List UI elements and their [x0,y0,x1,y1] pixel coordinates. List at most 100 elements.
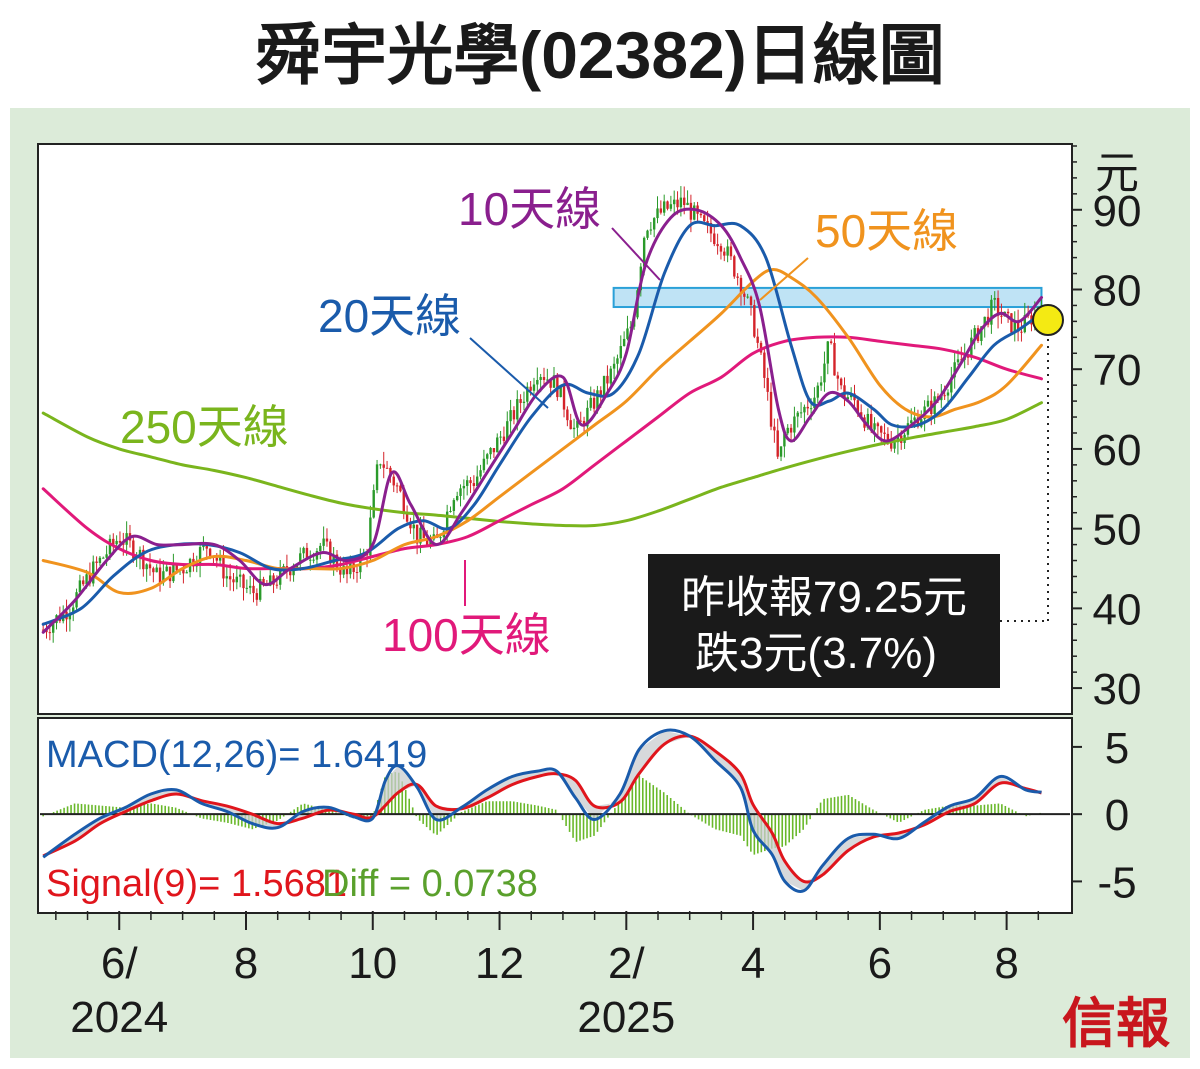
candlestick [662,194,666,216]
price-y-tick-label: 40 [1093,585,1142,634]
brand-logo: 信報 [1062,994,1170,1054]
x-tick-label: 8 [994,939,1018,988]
candlestick [816,382,819,404]
candlestick [115,535,118,548]
candlestick [145,563,148,582]
candlestick [572,418,576,438]
candlestick [766,367,769,401]
candlestick [739,274,743,306]
candlestick [579,411,582,422]
candlestick [753,299,756,339]
candlestick [455,491,459,502]
candlestick [319,542,322,560]
macd-line [42,728,1042,893]
candlestick [950,366,953,400]
candlestick [566,406,569,427]
macd-value-label: MACD(12,26)= 1.6419 [46,734,427,776]
macd-axis: 5 0 -5 [1072,724,1137,907]
candlestick [703,213,706,223]
candlestick [826,340,829,375]
macd-y-tick-label: -5 [1097,858,1136,907]
candlestick [616,354,619,375]
x-tick-label: 10 [348,939,397,988]
macd-plot [40,728,1070,893]
candlestick [532,377,536,394]
candlestick [158,558,162,592]
candlestick [736,273,739,286]
candlestick [479,464,482,480]
candlestick [469,476,472,494]
ma250-line [41,401,1043,528]
candlestick [806,397,809,416]
candlestick [155,564,158,573]
ma20-line [41,220,1043,626]
candlestick [299,547,302,571]
x-tick-label: 6 [868,939,892,988]
candlestick [476,465,479,488]
ma10-label: 10天線 [458,183,601,235]
candlestick [98,555,102,566]
candlestick [749,295,753,316]
candlestick [235,565,239,590]
candlestick [769,382,773,431]
candlestick [763,347,766,389]
price-y-tick-label: 60 [1093,426,1142,475]
candlestick [723,247,726,262]
candlestick [726,239,729,263]
candlestick [395,482,399,494]
candlestick [612,356,616,380]
candlestick [385,460,389,469]
chart-title: 舜宇光學(02382)日線圖 [255,18,945,92]
candlestick [379,463,382,469]
candlestick [669,195,673,212]
candlestick [228,563,232,591]
candlestick [302,546,305,559]
candlestick [709,216,713,243]
candlestick [255,588,259,606]
candlestick [496,433,499,453]
candlestick [996,290,1000,329]
candlestick [102,556,105,559]
ma100-label: 100天線 [382,609,551,661]
diff-value-label: Diff = 0.0738 [322,863,538,905]
candlestick [185,570,188,574]
candlestick [990,295,993,334]
candlestick [926,395,930,408]
candlestick [699,212,703,218]
candlestick [289,569,292,582]
candlestick [789,424,793,441]
candlestick [248,575,252,595]
candlestick [325,528,329,547]
candlestick [796,410,799,428]
candlestick [839,377,843,390]
candlestick [372,484,375,519]
candlestick [218,549,222,567]
candlestick [1010,313,1013,335]
candlestick [776,418,779,460]
candlestick [68,608,72,632]
candlestick [713,224,716,247]
candlestick [82,576,85,587]
candlestick [238,566,242,588]
candlestick [619,335,622,368]
candlestick [846,393,850,400]
time-axis: 6/2024 8 10 12 2/2025 4 6 8 [55,911,1040,1042]
price-plot [41,186,1043,643]
candlestick [252,574,255,603]
candlestick [546,368,549,382]
candlestick [793,406,796,442]
x-tick-label: 6/ [101,939,138,988]
candlestick [656,196,659,224]
x-year-label: 2025 [577,993,675,1042]
candlestick [522,391,526,411]
candlestick [873,417,876,443]
candlestick [258,570,262,602]
candlestick [622,331,626,347]
candlestick [492,448,496,458]
x-year-label: 2024 [70,993,168,1042]
candlestick [652,217,656,238]
candlestick [733,254,736,279]
ma20-label: 20天線 [318,290,461,342]
price-y-tick-label: 70 [1093,346,1142,395]
